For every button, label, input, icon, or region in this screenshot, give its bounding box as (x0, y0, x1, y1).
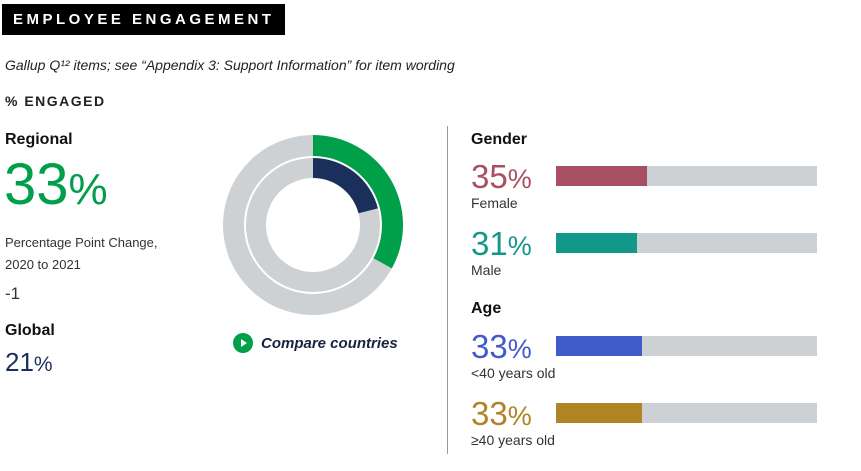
bar-value-number: 33 (471, 328, 508, 365)
bar-track (556, 166, 817, 186)
bar-value-number: 35 (471, 158, 508, 195)
change-label-line2: 2020 to 2021 (5, 257, 81, 272)
bar-value-pct: % (507, 231, 532, 261)
regional-arc (313, 135, 403, 269)
bar-category-label: <40 years old (471, 365, 556, 381)
bar-value: 33% (471, 330, 532, 363)
bar-value-number: 31 (471, 225, 508, 262)
regional-pct: % (68, 165, 108, 214)
bar-value: 31% (471, 227, 532, 260)
bar-fill (556, 403, 643, 423)
bar-fill (556, 336, 643, 356)
regional-value: 33% (4, 156, 108, 214)
global-label: Global (5, 322, 55, 339)
subtitle: Gallup Q¹² items; see “Appendix 3: Suppo… (5, 57, 455, 73)
compare-countries-label: Compare countries (261, 334, 398, 352)
change-label: Percentage Point Change, 2020 to 2021 (5, 232, 158, 276)
regional-label: Regional (5, 131, 73, 148)
bar-track (556, 336, 817, 356)
bar-value: 33% (471, 397, 532, 430)
metric-heading: % ENGAGED (5, 93, 106, 109)
change-label-line1: Percentage Point Change, (5, 235, 158, 250)
global-pct: % (33, 353, 53, 376)
bar-fill (556, 233, 637, 253)
donut-chart (222, 135, 403, 315)
global-value: 21% (5, 347, 53, 378)
bar-value-pct: % (507, 401, 532, 431)
bar-value-pct: % (507, 164, 532, 194)
bar-category-label: ≥40 years old (471, 432, 555, 448)
bar-value: 35% (471, 160, 532, 193)
bar-category-label: Male (471, 262, 502, 278)
change-value: -1 (5, 284, 21, 303)
bar-value-pct: % (507, 334, 532, 364)
age-heading: Age (471, 300, 502, 317)
bar-track (556, 233, 817, 253)
section-title: EMPLOYEE ENGAGEMENT (2, 4, 285, 35)
bar-track (556, 403, 817, 423)
bar-category-label: Female (471, 195, 518, 211)
bar-fill (556, 166, 648, 186)
gender-heading: Gender (471, 131, 528, 148)
divider (447, 126, 448, 454)
play-circle-icon (233, 333, 253, 353)
compare-countries-link[interactable]: Compare countries (233, 333, 398, 353)
regional-number: 33 (4, 152, 69, 217)
global-number: 21 (5, 347, 34, 377)
bar-value-number: 33 (471, 395, 508, 432)
global-arc (313, 158, 378, 214)
